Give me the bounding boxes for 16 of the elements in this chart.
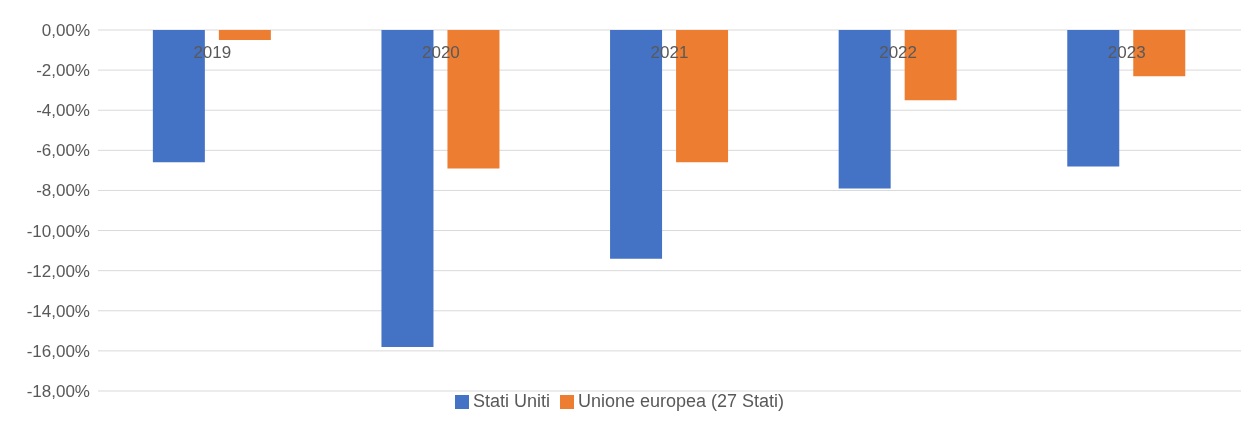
legend-label: Stati Uniti bbox=[472, 391, 550, 411]
y-tick-label: -12,00% bbox=[26, 261, 90, 281]
x-tick-label: 2020 bbox=[421, 43, 460, 62]
y-tick-label: -10,00% bbox=[26, 221, 90, 241]
x-tick-label: 2022 bbox=[879, 43, 918, 62]
x-tick-label: 2023 bbox=[1107, 43, 1146, 62]
y-tick-label: -4,00% bbox=[36, 101, 90, 121]
y-tick-label: -6,00% bbox=[36, 141, 90, 161]
y-tick-label: -2,00% bbox=[36, 61, 90, 81]
y-tick-label: -14,00% bbox=[26, 301, 90, 321]
y-tick-label: -8,00% bbox=[36, 181, 90, 201]
y-tick-label: -18,00% bbox=[26, 382, 90, 402]
y-tick-label: -16,00% bbox=[26, 341, 90, 361]
y-tick-label: 0,00% bbox=[41, 21, 90, 41]
x-tick-label: 2021 bbox=[650, 43, 689, 62]
legend-label: Unione europea (27 Stati) bbox=[577, 391, 785, 411]
